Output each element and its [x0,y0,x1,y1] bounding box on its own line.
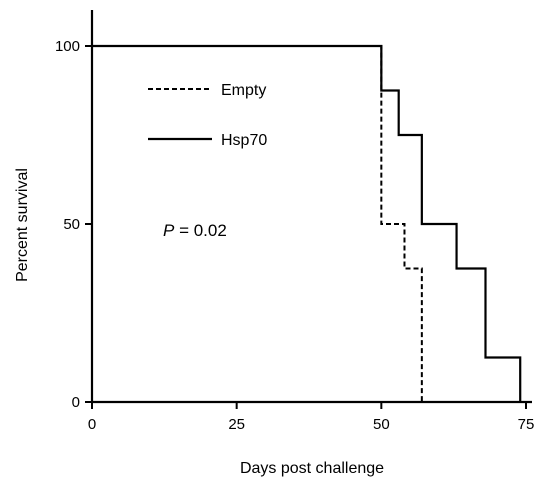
x-axis-ticks: 0 25 50 75 [88,402,535,433]
x-tick-label: 0 [88,416,96,433]
y-tick-label: 100 [55,38,80,55]
legend-label-hsp70: Hsp70 [221,132,267,149]
x-tick-label: 50 [373,416,390,433]
y-tick-label: 50 [63,216,80,233]
p-value-annotation: P = 0.02 [163,221,227,240]
x-tick-label: 75 [518,416,535,433]
p-symbol: P [163,221,175,240]
y-axis-ticks: 0 50 100 [55,38,92,411]
series-line-empty [92,45,423,402]
plot-area [92,44,522,402]
y-axis-label: Percent survival [14,168,31,282]
series-line-hsp70 [92,44,522,402]
series-layer [92,44,522,402]
x-tick-label: 25 [228,416,245,433]
x-axis-label: Days post challenge [240,460,384,477]
p-value-text: = 0.02 [174,221,226,240]
legend: Empty Hsp70 [148,82,267,149]
legend-label-empty: Empty [221,82,266,99]
y-tick-label: 0 [72,394,80,411]
